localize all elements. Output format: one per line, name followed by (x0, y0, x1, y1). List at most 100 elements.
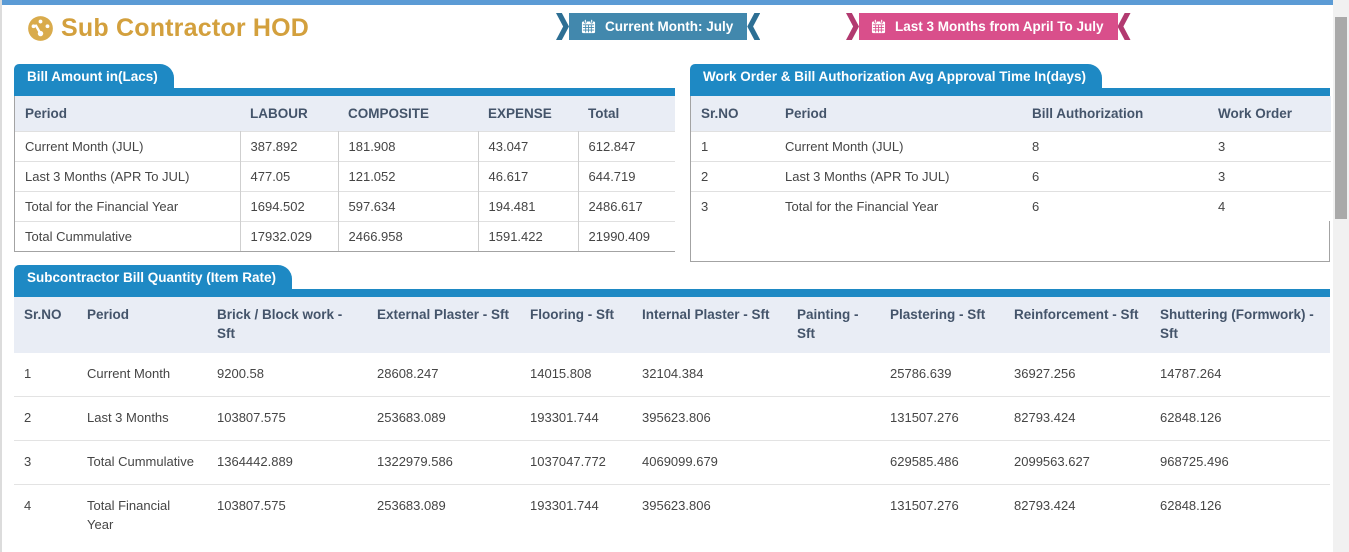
table-cell: 253683.089 (367, 484, 520, 547)
table-cell: 193301.744 (520, 395, 632, 441)
calendar-icon (871, 19, 886, 34)
table-cell: 193301.744 (520, 484, 632, 547)
column-header: Bill Authorization (1022, 96, 1208, 132)
table-cell: 2 (14, 395, 77, 441)
page-left-edge (0, 0, 2, 552)
column-header: Reinforcement - Sft (1004, 297, 1150, 353)
table-cell: 14787.264 (1150, 352, 1330, 397)
table-cell: 1591.422 (478, 221, 579, 251)
table-cell: 1 (691, 131, 775, 162)
table-cell: Current Month (JUL) (15, 131, 241, 162)
column-header: Period (775, 96, 1022, 132)
table-cell: 43.047 (478, 131, 579, 162)
table-cell: 612.847 (578, 131, 675, 162)
vertical-scrollbar[interactable] (1333, 0, 1349, 552)
column-header: Sr.NO (691, 96, 775, 132)
column-header: Flooring - Sft (520, 297, 632, 353)
table-cell: 629585.486 (880, 440, 1004, 485)
table-cell: 2466.958 (338, 221, 479, 251)
current-month-label: Current Month: July (605, 19, 734, 34)
table-cell: 103807.575 (207, 484, 367, 547)
table-cell: 3 (691, 191, 775, 221)
table-cell: 28608.247 (367, 352, 520, 397)
table-cell: 387.892 (240, 131, 339, 162)
table-cell: 21990.409 (578, 221, 675, 251)
top-accent-bar (0, 0, 1333, 5)
table-cell: Current Month (JUL) (775, 131, 1022, 162)
approval-time-panel: Work Order & Bill Authorization Avg Appr… (690, 64, 1331, 262)
bill-amount-tab: Bill Amount in(Lacs) (14, 64, 174, 88)
table-row: 1 Current Month (JUL) 8 3 (691, 131, 1331, 162)
panel-accent-bar (14, 88, 675, 96)
table-row: 2 Last 3 Months (APR To JUL) 6 3 (691, 161, 1331, 192)
table-cell: 2099563.627 (1004, 440, 1150, 485)
table-row: 4 Total Financial Year 103807.575 253683.08… (14, 484, 1330, 547)
table-cell: 644.719 (578, 161, 675, 192)
table-cell: 46.617 (478, 161, 579, 192)
table-cell (787, 484, 880, 547)
column-header: Shuttering (Formwork) - Sft (1150, 297, 1330, 353)
table-row: 3 Total for the Financial Year 6 4 (691, 191, 1331, 221)
table-cell: 253683.089 (367, 395, 520, 441)
table-cell: 6 (1022, 191, 1208, 221)
page-header: Sub Contractor HOD (27, 14, 309, 43)
table-row: 2 Last 3 Months 103807.575 253683.089 193301… (14, 395, 1330, 441)
page-title: Sub Contractor HOD (61, 14, 310, 42)
table-cell: 2 (691, 161, 775, 192)
table-cell: Total Financial Year (77, 484, 207, 547)
table-cell: 4 (14, 484, 77, 547)
ribbon-tail (747, 13, 761, 40)
table-cell: 4 (1208, 191, 1331, 221)
bill-amount-panel: Bill Amount in(Lacs) Period LABOUR COMPOSI… (14, 64, 675, 252)
table-cell: 32104.384 (632, 352, 787, 397)
table-cell: Total Cummulative (15, 221, 241, 251)
last-3-months-badge: Last 3 Months from April To July (846, 13, 1131, 40)
ribbon-tail (1117, 13, 1131, 40)
table-cell: 395623.806 (632, 395, 787, 441)
column-header: External Plaster - Sft (367, 297, 520, 353)
bill-quantity-panel: Subcontractor Bill Quantity (Item Rate) … (14, 265, 1330, 547)
table-cell: 6 (1022, 161, 1208, 192)
table-cell: 2486.617 (578, 191, 675, 222)
column-header: Brick / Block work - Sft (207, 297, 367, 353)
approval-time-table: Sr.NO Period Bill Authorization Work Order … (691, 96, 1331, 221)
approval-time-tab: Work Order & Bill Authorization Avg Appr… (690, 64, 1103, 88)
table-cell: 477.05 (240, 161, 339, 192)
table-cell: 3 (1208, 161, 1331, 192)
scrollbar-thumb[interactable] (1335, 17, 1347, 219)
table-cell (787, 352, 880, 397)
table-cell: 17932.029 (240, 221, 339, 251)
table-cell: 131507.276 (880, 395, 1004, 441)
current-month-badge: Current Month: July (556, 13, 761, 40)
table-cell: 9200.58 (207, 352, 367, 397)
table-cell: 121.052 (338, 161, 479, 192)
table-cell: 3 (1208, 131, 1331, 162)
table-cell: 395623.806 (632, 484, 787, 547)
column-header: Painting - Sft (787, 297, 880, 353)
table-cell: 36927.256 (1004, 352, 1150, 397)
table-cell: Last 3 Months (77, 395, 207, 441)
ribbon-tail (556, 13, 569, 40)
table-cell: 181.908 (338, 131, 479, 162)
table-cell: 62848.126 (1150, 484, 1330, 547)
bill-quantity-tab-label: Subcontractor Bill Quantity (Item Rate) (27, 270, 277, 285)
table-cell: 3 (14, 440, 77, 485)
table-cell: Last 3 Months (APR To JUL) (15, 161, 241, 192)
table-cell: 62848.126 (1150, 395, 1330, 441)
table-cell (787, 395, 880, 441)
table-row: 3 Total Cummulative 1364442.889 1322979.586… (14, 440, 1330, 485)
table-row: Total Cummulative 17932.029 2466.958 1591.4… (15, 221, 675, 251)
bill-amount-tab-label: Bill Amount in(Lacs) (27, 69, 158, 84)
table-header-row: Sr.NO Period Brick / Block work - Sft Exter… (14, 297, 1330, 353)
last-3-months-label: Last 3 Months from April To July (895, 19, 1104, 34)
table-cell: Current Month (77, 352, 207, 397)
bill-quantity-tab: Subcontractor Bill Quantity (Item Rate) (14, 265, 293, 289)
column-header: Total (578, 96, 675, 132)
table-cell: 4069099.679 (632, 440, 787, 485)
table-row: Last 3 Months (APR To JUL) 477.05 121.052 4… (15, 161, 675, 192)
column-header: Period (15, 96, 240, 132)
table-header-row: Period LABOUR COMPOSITE EXPENSE Total (15, 96, 675, 132)
bill-amount-table: Period LABOUR COMPOSITE EXPENSE Total Curren… (15, 96, 675, 251)
table-cell: 1 (14, 352, 77, 397)
table-cell: 8 (1022, 131, 1208, 162)
